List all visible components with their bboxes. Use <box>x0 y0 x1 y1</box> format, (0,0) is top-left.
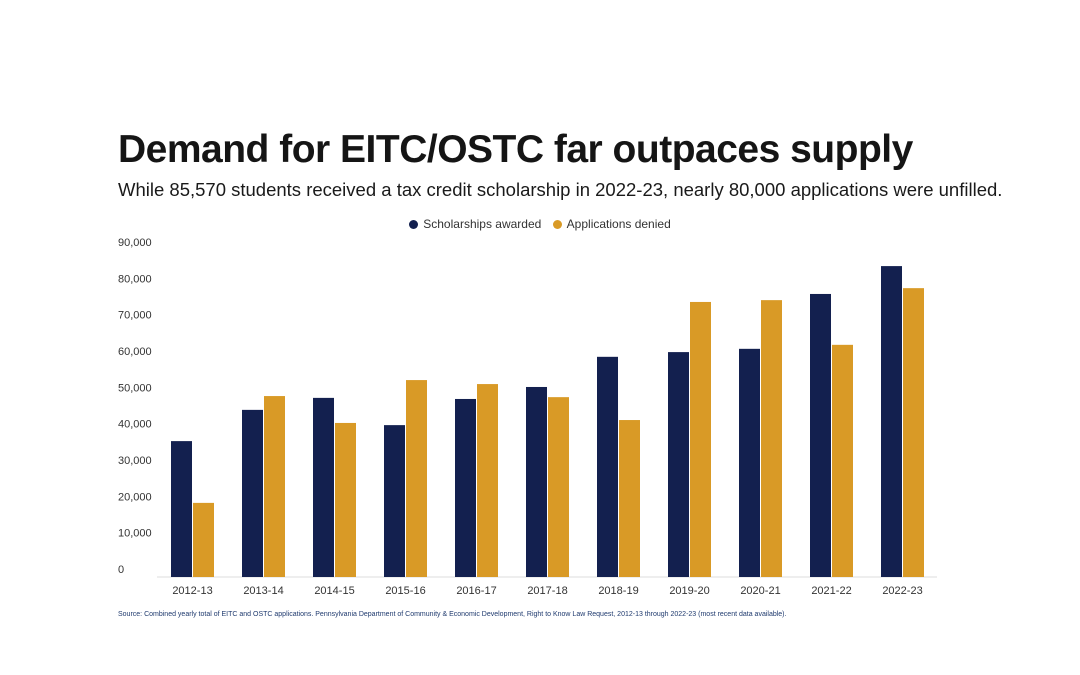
legend-label-scholarships: Scholarships awarded <box>423 217 542 231</box>
y-tick-label: 10,000 <box>118 528 152 540</box>
x-tick-label: 2021-22 <box>811 585 851 597</box>
bar-denied-2022-23 <box>903 288 924 577</box>
bar-denied-2018-19 <box>619 420 640 577</box>
bar-scholarships-2017-18 <box>526 386 547 577</box>
y-tick-label: 40,000 <box>118 419 152 431</box>
bar-denied-2016-17 <box>477 384 498 577</box>
x-tick-label: 2022-23 <box>882 585 922 597</box>
legend-swatch-denied <box>552 219 562 229</box>
x-tick-label: 2020-21 <box>740 585 780 597</box>
legend-item-denied: Applications denied <box>552 217 671 231</box>
bar-denied-2015-16 <box>406 380 427 577</box>
chart-title: Demand for EITC/OSTC far outpaces supply <box>118 128 913 171</box>
chart-subtitle: While 85,570 students received a tax cre… <box>118 179 1003 200</box>
bar-scholarships-2018-19 <box>597 356 618 577</box>
bar-scholarships-2015-16 <box>384 425 405 577</box>
y-tick-label: 80,000 <box>118 273 152 285</box>
bar-scholarships-2019-20 <box>668 352 689 577</box>
bar-scholarships-2022-23 <box>881 266 902 577</box>
legend-swatch-scholarships <box>409 219 419 229</box>
y-tick-label: 70,000 <box>118 310 152 322</box>
x-tick-label: 2013-14 <box>243 585 283 597</box>
x-tick-label: 2019-20 <box>669 585 709 597</box>
source-note: Source: Combined yearly total of EITC an… <box>118 611 787 618</box>
y-tick-label: 20,000 <box>118 491 152 503</box>
bar-denied-2021-22 <box>832 344 853 577</box>
bar-scholarships-2021-22 <box>810 293 831 577</box>
bar-scholarships-2016-17 <box>455 398 476 577</box>
bar-denied-2019-20 <box>690 301 711 577</box>
x-tick-label: 2014-15 <box>314 585 354 597</box>
y-tick-label: 90,000 <box>118 237 152 249</box>
bar-denied-2013-14 <box>264 396 285 577</box>
y-tick-label: 60,000 <box>118 346 152 358</box>
y-tick-label: 30,000 <box>118 455 152 467</box>
bar-scholarships-2012-13 <box>171 441 192 577</box>
legend-item-scholarships: Scholarships awarded <box>409 217 541 231</box>
bar-scholarships-2014-15 <box>313 397 334 577</box>
x-tick-label: 2016-17 <box>456 585 496 597</box>
x-tick-label: 2017-18 <box>527 585 567 597</box>
y-tick-label: 50,000 <box>118 382 152 394</box>
x-tick-label: 2015-16 <box>385 585 425 597</box>
legend: Scholarships awarded Applications denied <box>0 217 1080 232</box>
bar-scholarships-2020-21 <box>739 348 760 577</box>
bar-denied-2014-15 <box>335 422 356 577</box>
x-tick-label: 2012-13 <box>172 585 212 597</box>
bar-denied-2017-18 <box>548 397 569 577</box>
legend-label-denied: Applications denied <box>566 217 671 231</box>
bar-denied-2020-21 <box>761 300 782 577</box>
bar-scholarships-2013-14 <box>242 409 263 577</box>
bar-denied-2012-13 <box>193 502 214 577</box>
x-tick-label: 2018-19 <box>598 585 638 597</box>
y-tick-label: 0 <box>118 564 124 576</box>
